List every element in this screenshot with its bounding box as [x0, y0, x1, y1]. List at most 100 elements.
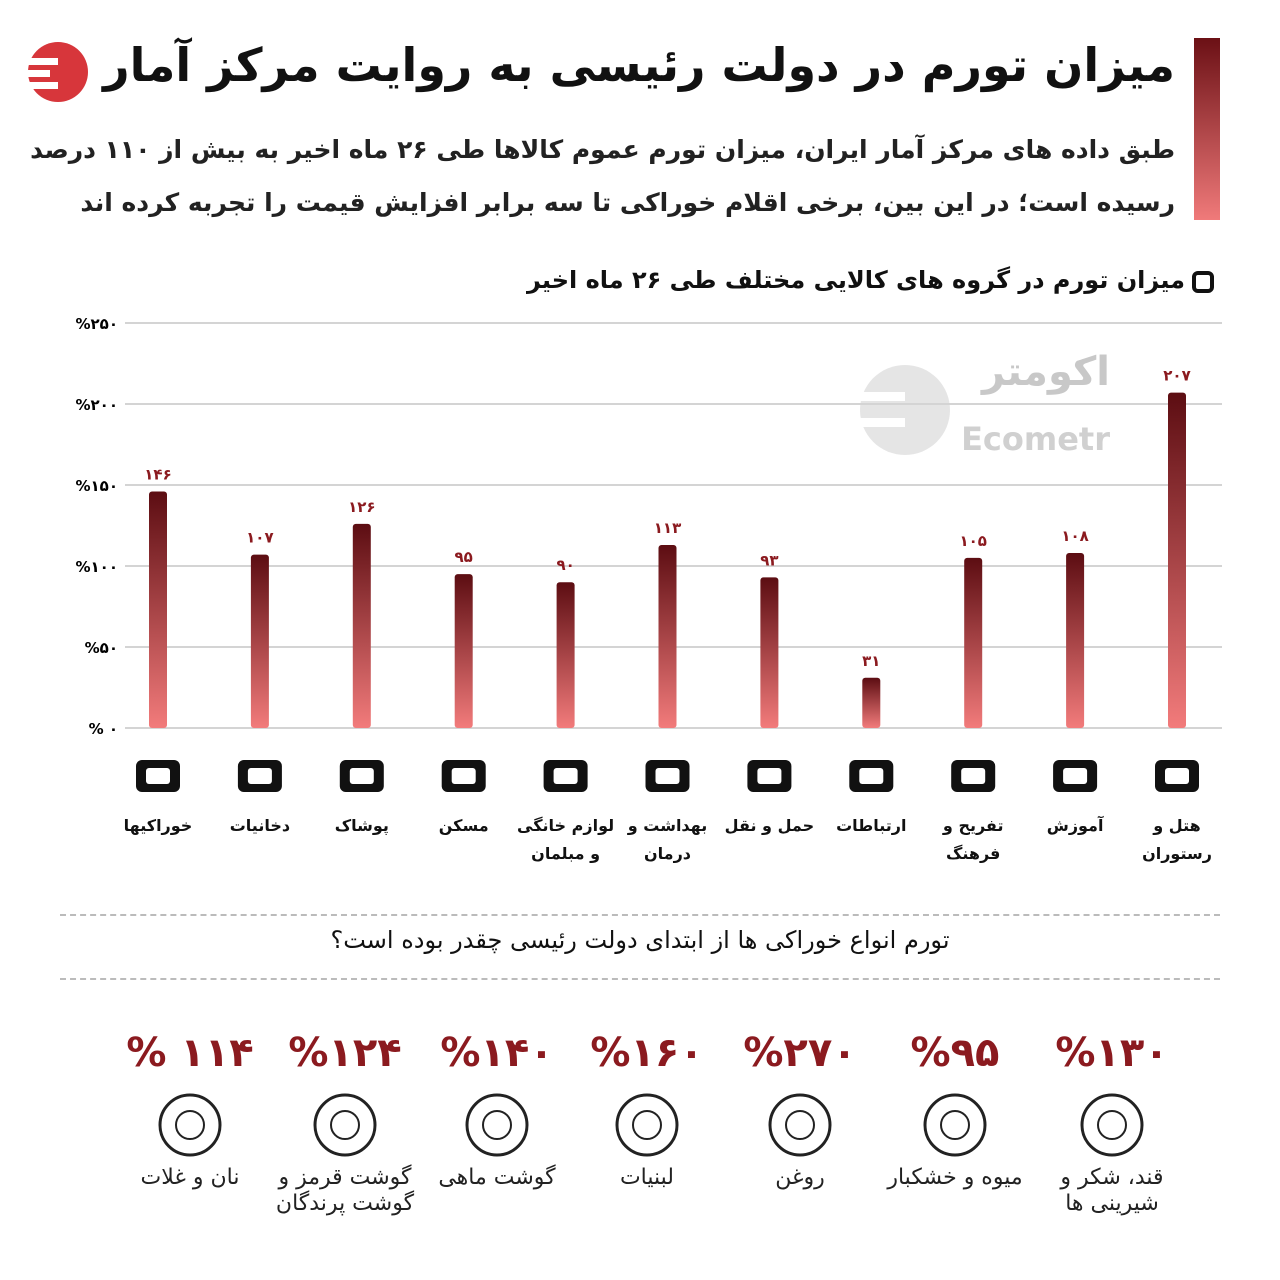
category-label: لوازم خانگی و مبلمان [517, 816, 615, 863]
icon-shape [330, 1110, 360, 1140]
subtitle-line: رسیده است؛ در این بین، برخی اقلام خوراکی… [80, 188, 1175, 217]
food-icon [768, 1093, 832, 1157]
food-icon [158, 1093, 222, 1157]
icon-shape [1097, 1110, 1127, 1140]
food-icon [923, 1093, 987, 1157]
divider [60, 978, 1220, 980]
icon-shape [1080, 1093, 1144, 1157]
icon-shape [482, 1110, 512, 1140]
food-icon [615, 1093, 679, 1157]
food-percent: %۹۵ [910, 1030, 1000, 1076]
food-name: قند، شکر و شیرینی ها [1060, 1165, 1164, 1216]
icon-shape [768, 1093, 832, 1157]
category-icon [951, 760, 996, 792]
category-label: آموزش [1046, 816, 1104, 835]
category-icon [747, 760, 792, 792]
bar [149, 491, 167, 728]
watermark-logo [860, 365, 950, 455]
icon-shape [146, 768, 170, 784]
subtitle-line: طبق داده های مرکز آمار ایران، میزان تورم… [30, 135, 1175, 164]
icon-shape [961, 768, 986, 784]
bar [1066, 553, 1085, 728]
y-tick-label: %۲۵۰ [76, 315, 119, 333]
icon-shape [632, 1110, 662, 1140]
food-percent: %۱۶۰ [590, 1030, 704, 1076]
category-label: مسکن [438, 816, 489, 835]
food-name: گوشت قرمز و گوشت پرندگان [275, 1165, 415, 1216]
food-percent: %۱۴۰ [440, 1030, 554, 1076]
icon-shape [940, 1110, 970, 1140]
food-percent: %۱۳۰ [1055, 1030, 1169, 1076]
food-name: گوشت ماهی [438, 1165, 556, 1190]
bar [352, 523, 371, 728]
icon-shape [615, 1093, 679, 1157]
icon-shape [923, 1093, 987, 1157]
value-label: ۱۰۷ [246, 529, 273, 547]
bar [658, 544, 677, 728]
icon-shape [175, 1110, 205, 1140]
section-title: تورم انواع خوراکی ها از ابتدای دولت رئیس… [330, 926, 950, 954]
category-icon [1155, 760, 1199, 792]
bar [250, 554, 269, 728]
icon-shape [465, 1093, 529, 1157]
category-label: تفریح و فرهنگ [942, 816, 1004, 863]
bar [760, 577, 779, 728]
category-label: دخانیات [229, 816, 291, 835]
food-icon [313, 1093, 377, 1157]
category-label: خوراکیها [123, 816, 193, 835]
food-icon [1080, 1093, 1144, 1157]
bar [862, 677, 881, 728]
y-tick-label: % ۰ [89, 720, 118, 738]
icon-shape [1165, 768, 1189, 784]
food-icon [465, 1093, 529, 1157]
y-tick-label: %۱۵۰ [76, 477, 119, 495]
icon-shape [313, 1093, 377, 1157]
food-name: میوه و خشکبار [887, 1165, 1023, 1190]
icon-shape [247, 768, 272, 784]
food-percent: %۱۲۴ [288, 1030, 402, 1076]
bar [454, 574, 473, 728]
watermark-fa: اکومتر [980, 349, 1110, 395]
category-label: حمل و نقل [724, 816, 815, 835]
title-bullet [1192, 271, 1214, 293]
category-icon [339, 760, 384, 792]
category-label: بهداشت و درمان [627, 816, 708, 863]
value-label: ۱۰۵ [959, 532, 986, 550]
category-icon [849, 760, 894, 792]
watermark-en: Ecometr [961, 420, 1110, 458]
icon-shape [158, 1093, 222, 1157]
food-name: نان و غلات [140, 1165, 240, 1190]
value-label: ۲۰۷ [1163, 367, 1190, 385]
accent-bar [1194, 38, 1220, 220]
category-icon [441, 760, 486, 792]
icon-shape [655, 768, 680, 784]
logo [28, 42, 88, 102]
icon-shape [451, 768, 476, 784]
bar [1168, 392, 1186, 728]
value-label: ۱۲۶ [348, 498, 375, 516]
y-tick-label: %۲۰۰ [76, 396, 119, 414]
category-label: هتل و رستوران [1142, 816, 1212, 863]
y-tick-label: %۱۰۰ [76, 558, 119, 576]
category-icon [543, 760, 588, 792]
chart-title: میزان تورم در گروه های کالایی مختلف طی ۲… [526, 266, 1185, 294]
icon-shape [757, 768, 782, 784]
value-label: ۳۱ [862, 652, 880, 670]
category-label: ارتباطات [836, 816, 907, 835]
divider [60, 914, 1220, 916]
bar [964, 557, 983, 728]
category-icon [136, 760, 180, 792]
value-label: ۹۰ [556, 556, 574, 574]
y-tick-label: %۵۰ [85, 639, 118, 657]
icon-shape [553, 768, 578, 784]
plot: % ۰ %۵۰ %۱۰۰ %۱۵۰ %۲۰۰ %۲۵۰ ۱۴۶ ۱۰۷ ۱۲۶ ۹۵ ۹۰ ۱۱۳ ۹۳… [76, 315, 1222, 792]
category-label: پوشاک [334, 816, 389, 835]
category-icon [645, 760, 690, 792]
value-label: ۹۵ [455, 548, 473, 566]
icon-shape [349, 768, 374, 784]
value-label: ۱۴۶ [144, 465, 171, 483]
value-label: ۱۱۳ [654, 519, 681, 537]
title: میزان تورم در دولت رئیسی به روایت مرکز آ… [103, 38, 1175, 92]
